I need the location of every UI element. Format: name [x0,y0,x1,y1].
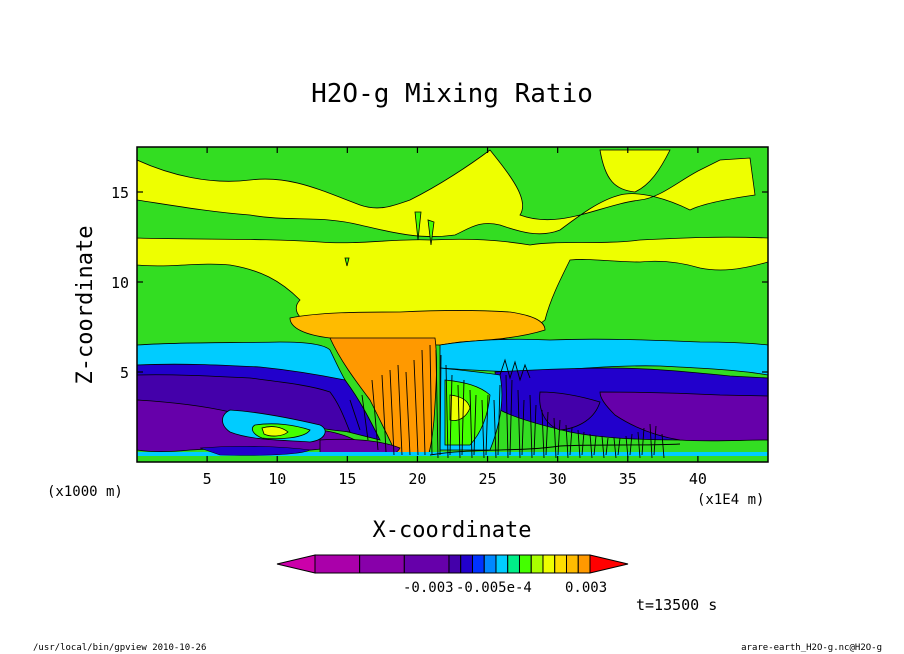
x-tick-label: 25 [479,470,497,488]
colorbar-swatch [460,554,473,574]
x-tick-label: 40 [689,470,707,488]
colorbar-arrow-left [276,554,316,574]
colorbar-label-1: -0.003 [403,580,454,596]
y-axis: 5 10 15 [111,184,768,382]
x-axis: 5 10 15 20 25 30 35 40 [203,147,707,488]
colorbar-swatch [518,554,532,574]
colorbar-swatch [471,554,485,574]
y-tick-label: 15 [111,184,129,202]
colorbar-label-3: 0.003 [565,580,607,596]
colorbar-swatch [403,554,450,574]
plot-frame [136,146,769,463]
convective-noise [349,344,681,459]
footer-right: arare-earth_H2O-g.nc@H2O-g [741,643,882,653]
footer-left: /usr/local/bin/gpview 2010-10-26 [33,643,206,653]
x-tick-label: 35 [619,470,637,488]
colorbar-swatch [448,554,462,574]
contour-left-low-yellow [261,426,289,437]
colorbar-swatch [359,554,405,574]
x-tick-label: 10 [268,470,286,488]
colorbar-label-2: -0.005e-4 [456,580,532,596]
x-unit-right: (x1E4 m) [697,492,764,508]
colorbar-swatch [483,554,497,574]
x-axis-label: X-coordinate [373,518,532,543]
colorbar-swatch [565,554,579,574]
x-tick-label: 5 [203,470,212,488]
contour-upper-yellow [137,149,756,237]
chart-title: H2O-g Mixing Ratio [311,79,593,109]
colorbar-swatch [577,554,591,574]
contour-surface-blue [199,445,312,456]
y-tick-label: 10 [111,274,129,292]
contour-top-right-yellow [599,149,671,193]
surface-green [137,456,768,462]
colorbar [276,554,629,574]
x-tick-label: 20 [408,470,426,488]
y-axis-label: Z-coordinate [73,226,98,385]
x-unit-left: (x1000 m) [47,484,123,500]
x-tick-label: 30 [549,470,567,488]
colorbar-swatch [542,554,556,574]
colorbar-swatch [554,554,567,574]
colorbar-swatch [314,554,361,574]
top-spikes [344,211,435,267]
time-label: t=13500 s [636,596,717,614]
colorbar-arrow-right [589,554,629,574]
surface-cyan [137,452,768,456]
contour-field [137,147,768,462]
contour-right-purple [599,391,768,442]
colorbar-swatch [495,554,509,574]
contour-right-navy [539,391,601,431]
y-tick-label: 5 [120,364,129,382]
colorbar-swatch [530,554,544,574]
x-tick-label: 15 [338,470,356,488]
colorbar-swatch [507,554,520,574]
